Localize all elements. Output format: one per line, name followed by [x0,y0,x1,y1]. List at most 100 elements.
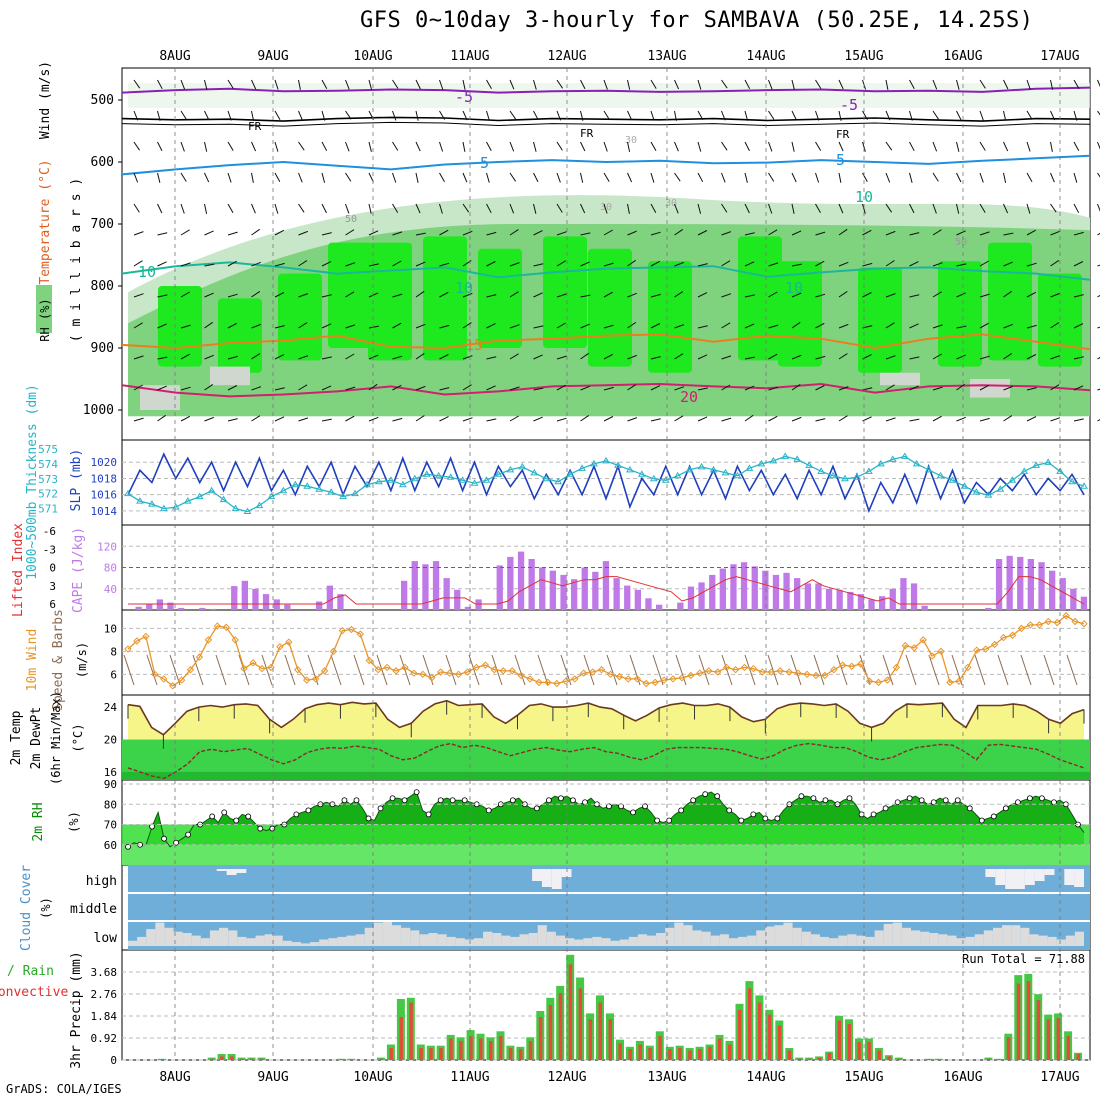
cloud-low-gap [692,930,702,946]
wind-barb [274,110,281,120]
wind-speed-marker [445,669,454,677]
thickness-tick-label: 571 [38,503,58,516]
pressure-tick-label: 800 [91,279,114,294]
wind-barb [321,261,332,267]
wind-barb [1073,141,1080,151]
ylabel-precip-total: Total / Rain [0,964,54,979]
pressure-tick-label: 900 [91,341,114,356]
cloud-low-gap [601,938,611,946]
wind-speed-marker [776,667,784,675]
wind-speed-marker [1017,624,1026,633]
wind-barb [274,325,285,329]
ylabel-barbs: Speed & Barbs [51,609,66,711]
wind-barb [1050,259,1060,267]
wind-barb [392,355,403,360]
day-label-top: 17AUG [1040,49,1079,64]
wind-barb [697,172,704,183]
cloud-low-gap [565,938,575,946]
cape-bar [762,570,769,610]
wind-barb [1026,79,1031,90]
thickness-marker [649,474,658,482]
precip-convective-bar [887,1056,891,1060]
wind-barb [133,355,144,360]
wind-barb [439,229,449,236]
rh-legend-swatch [36,285,52,333]
precip-convective-bar [538,1017,543,1060]
wind-barb [932,353,942,360]
thickness-marker [745,464,754,471]
rh2m-marker [1002,805,1009,812]
wind-barb [227,260,237,267]
wind-barb [979,231,990,236]
wind-barb [1097,264,1100,267]
rh2m-marker [389,795,396,802]
wind-barb [439,416,449,422]
cloud-low-gap [528,933,538,946]
wind-barb [862,110,868,120]
surface-wind-barb [445,654,457,686]
wind-barb [533,354,543,360]
cloud-low-gap [628,936,638,946]
wind-barb [580,110,584,121]
wind-barb [321,203,327,214]
pressure-tick-label: 600 [91,155,114,170]
wind-barb [486,231,497,236]
surface-wind-barb [859,654,871,686]
contour-label: FR [836,128,850,141]
rh-bright-blob [218,298,262,373]
wind-barb [744,110,749,121]
wind-barb [251,323,261,329]
wind-barb [415,290,425,298]
day-label-bottom: 17AUG [1040,1070,1079,1085]
wind-barb [815,260,825,267]
wind-speed-marker [928,652,936,660]
thickness-marker [267,492,276,500]
wind-speed-marker [392,667,400,675]
wind-barb [133,417,144,422]
wind-barb [321,323,332,329]
rh-bright-blob [423,236,467,361]
thickness-marker [243,507,252,515]
wind-barb [744,294,755,298]
rh2m-marker [642,803,648,810]
ylabel-temperature: Temperature (°C) [38,159,53,284]
cape-bar [517,551,525,610]
contour-label: 50 [345,214,357,225]
wind-barb [721,417,732,422]
day-label-top: 13AUG [647,49,686,64]
wind-barb [274,79,279,90]
precip-convective-bar [1056,1018,1061,1060]
wind-barb [204,354,214,360]
wind-barb [721,384,731,391]
wind-barb [909,385,919,391]
wind-barb [204,321,213,329]
precip-convective-bar [618,1043,622,1060]
wind-barb [345,203,350,214]
contour-label: 30 [625,135,637,146]
wind-barb [744,232,755,236]
precip-convective-bar [399,1017,403,1060]
wind-barb [603,291,613,298]
wind-barb [298,141,305,151]
rh2m-marker [930,799,937,806]
wind-barb [204,110,210,121]
wind-barb [415,261,426,267]
wind-speed-marker [615,672,624,681]
cloud-low-gap [346,935,356,946]
rh2m-marker [257,825,264,832]
ylabel-wind10m: 10m Wind [25,629,40,692]
wind-barb [956,203,960,214]
wind-barb [486,385,496,391]
rh-bright-blob [778,261,822,367]
wind-barb [1097,388,1100,391]
cloud-low-gap [428,933,438,946]
ylabel-dewpt: 2m DewPt [29,707,44,770]
surface-wind-barb [744,654,756,686]
cloud-low-gap [820,936,830,946]
cloud-low-gap [173,931,183,946]
wind-speed-marker [606,670,615,679]
wind-barb [791,141,795,152]
cape-bar [740,562,748,610]
wind-barb [227,355,238,360]
cape-bar [719,568,726,610]
